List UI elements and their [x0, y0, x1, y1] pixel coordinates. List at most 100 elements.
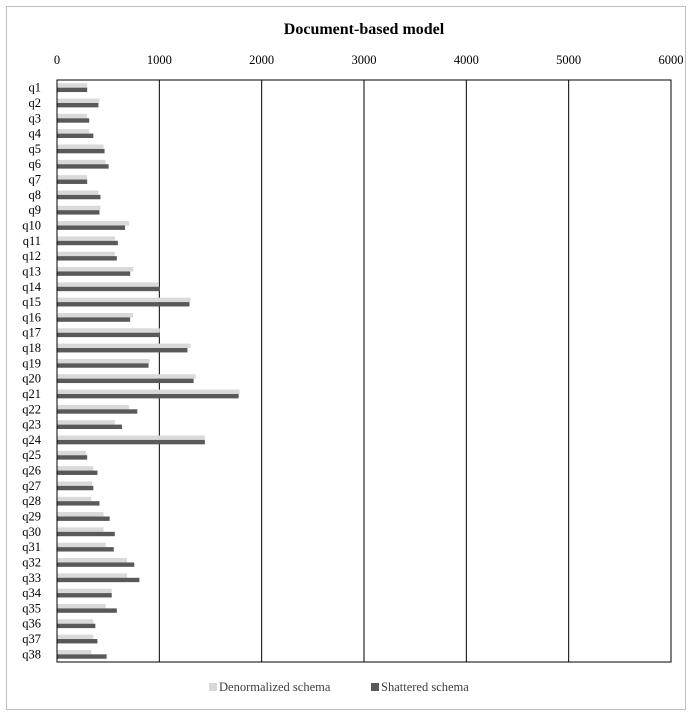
category-label: q6 — [29, 157, 42, 171]
x-tick-label: 5000 — [556, 53, 581, 67]
bar-shattered — [57, 639, 98, 644]
category-label: q33 — [22, 571, 41, 585]
bar-denormalized — [57, 282, 159, 287]
bar-shattered — [57, 317, 131, 322]
category-label: q37 — [22, 632, 41, 646]
bar-shattered — [57, 531, 115, 537]
x-tick-label: 0 — [54, 53, 60, 67]
bar-denormalized — [57, 267, 134, 272]
category-label: q35 — [22, 601, 41, 615]
category-label: q29 — [22, 510, 41, 524]
bar-shattered — [57, 455, 88, 460]
bar-denormalized — [57, 129, 90, 134]
category-label: q16 — [22, 310, 41, 324]
bar-shattered — [57, 148, 105, 154]
bar-shattered — [57, 608, 117, 613]
bar-denormalized — [57, 144, 104, 149]
bar-denormalized — [57, 98, 100, 103]
category-label: q13 — [22, 264, 41, 278]
x-tick-label: 6000 — [659, 53, 684, 67]
bar-shattered — [57, 562, 135, 567]
category-label: q17 — [22, 326, 41, 340]
category-label: q27 — [22, 479, 41, 493]
bar-denormalized — [57, 481, 93, 486]
bar-shattered — [57, 516, 110, 521]
x-tick-label: 1000 — [147, 53, 172, 67]
x-tick-label: 2000 — [249, 53, 274, 67]
bar-shattered — [57, 654, 107, 659]
bar-shattered — [57, 577, 140, 583]
legend-swatch-denormalized — [209, 683, 217, 691]
category-label: q10 — [22, 219, 41, 233]
category-label: q25 — [22, 448, 41, 462]
bar-denormalized — [57, 205, 101, 211]
bar-denormalized — [57, 573, 128, 578]
category-label: q23 — [22, 418, 41, 432]
bar-shattered — [57, 164, 109, 169]
category-label: q1 — [29, 81, 42, 95]
bar-denormalized — [57, 83, 88, 88]
category-label: q21 — [22, 387, 41, 401]
bar-denormalized — [57, 558, 128, 563]
bar-shattered — [57, 439, 205, 445]
bar-shattered — [57, 118, 90, 123]
category-label: q38 — [22, 647, 41, 661]
bar-shattered — [57, 547, 114, 552]
bar-denormalized — [57, 236, 115, 241]
category-label: q31 — [22, 540, 41, 554]
bar-denormalized — [57, 603, 106, 609]
bar-denormalized — [57, 512, 104, 517]
bar-shattered — [57, 194, 101, 200]
bar-denormalized — [57, 389, 240, 394]
legend-label-shattered: Shattered schema — [381, 680, 469, 694]
bar-shattered — [57, 102, 99, 108]
bar-denormalized — [57, 542, 106, 548]
bar-shattered — [57, 332, 160, 338]
bar-denormalized — [57, 221, 130, 226]
category-label: q34 — [22, 586, 42, 600]
bar-shattered — [57, 271, 131, 276]
category-label: q24 — [22, 433, 42, 447]
bar-denormalized — [57, 190, 99, 195]
category-label: q7 — [29, 173, 42, 187]
bar-shattered — [57, 348, 188, 353]
bar-shattered — [57, 87, 88, 93]
category-label: q30 — [22, 525, 41, 539]
category-label: q26 — [22, 464, 41, 478]
bar-denormalized — [57, 358, 150, 364]
legend-swatch-shattered — [371, 683, 379, 691]
bar-denormalized — [57, 496, 92, 502]
bar-denormalized — [57, 619, 94, 624]
category-label: q22 — [22, 402, 41, 416]
bar-shattered — [57, 470, 98, 475]
bar-shattered — [57, 133, 94, 139]
bar-shattered — [57, 485, 94, 491]
legend-label-denormalized: Denormalized schema — [219, 680, 331, 694]
bar-shattered — [57, 286, 160, 292]
chart-title: Document-based model — [284, 21, 445, 38]
bar-denormalized — [57, 420, 115, 425]
category-label: q19 — [22, 356, 41, 370]
category-label: q8 — [29, 188, 42, 202]
x-tick-label: 3000 — [352, 53, 377, 67]
bar-denormalized — [57, 113, 88, 119]
category-label: q5 — [29, 142, 42, 156]
bar-denormalized — [57, 159, 106, 165]
bar-denormalized — [57, 297, 191, 303]
category-label: q4 — [29, 127, 42, 141]
bar-denormalized — [57, 588, 112, 594]
category-label: q32 — [22, 555, 41, 569]
bar-denormalized — [57, 328, 160, 333]
category-label: q11 — [23, 234, 41, 248]
bar-denormalized — [57, 251, 115, 257]
bar-shattered — [57, 378, 194, 384]
bar-denormalized — [57, 466, 94, 471]
bar-shattered — [57, 501, 100, 506]
category-label: q28 — [22, 494, 41, 508]
bar-denormalized — [57, 343, 191, 349]
chart-frame — [6, 6, 686, 710]
category-label: q18 — [22, 341, 41, 355]
bar-shattered — [57, 363, 149, 368]
legend: Denormalized schema Shattered schema — [209, 680, 469, 694]
